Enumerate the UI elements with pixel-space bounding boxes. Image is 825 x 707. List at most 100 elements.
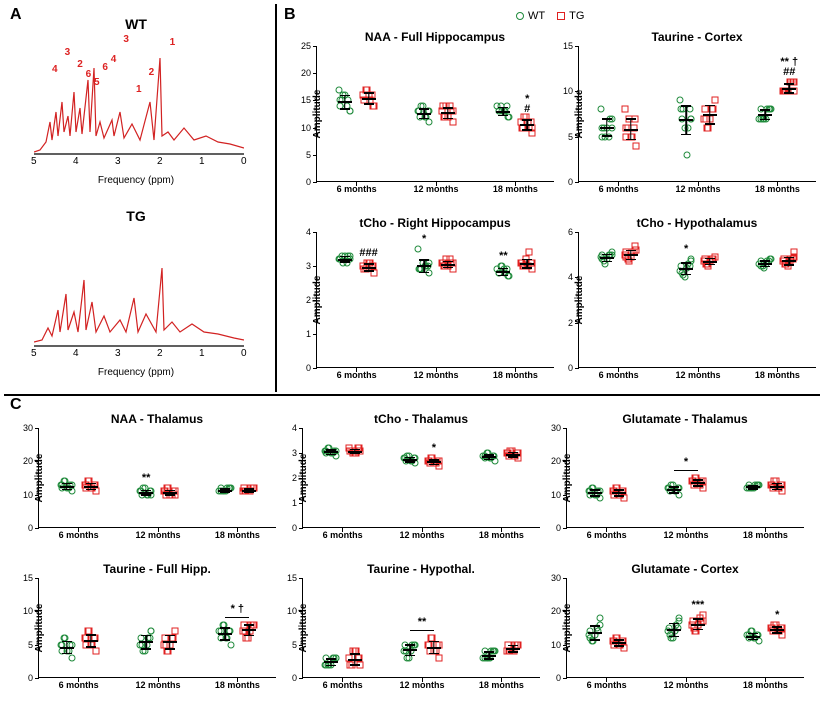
y-tick-label: 30	[23, 423, 33, 433]
chart-title: Taurine - Cortex	[578, 30, 816, 44]
spectrum-axis-label: Frequency (ppm)	[18, 367, 254, 378]
y-tick-label: 0	[568, 363, 573, 373]
significance-label: **	[418, 616, 427, 628]
y-tick-label: 0	[292, 523, 297, 533]
panel-b: WT TG NAA - Full Hippocampus Amplitude051…	[286, 8, 816, 390]
y-axis-label: Amplitude	[574, 89, 585, 138]
y-tick-label: 15	[301, 95, 311, 105]
significance-label: *	[684, 243, 688, 255]
chart: Glutamate - CortexAmplitude01020306 mont…	[566, 562, 804, 696]
peak-label: 6	[86, 69, 92, 80]
y-tick-label: 20	[23, 456, 33, 466]
wt-point	[675, 615, 682, 622]
y-tick-label: 0	[556, 523, 561, 533]
legend-wt: WT	[516, 10, 545, 22]
chart-title: Glutamate - Thalamus	[566, 412, 804, 426]
peak-label: 2	[77, 59, 83, 70]
significance-label: ***	[691, 599, 704, 611]
y-tick-label: 0	[306, 363, 311, 373]
peak-label: 4	[111, 54, 117, 65]
legend-wt-marker	[516, 12, 524, 20]
wt-point	[335, 86, 342, 93]
y-tick-label: 1	[306, 329, 311, 339]
y-tick-label: 5	[28, 640, 33, 650]
y-axis-label: Amplitude	[312, 89, 323, 138]
tg-point	[92, 648, 99, 655]
peak-label: 6	[102, 62, 108, 73]
spectrum-tg: TG 543210Frequency (ppm)	[18, 208, 254, 376]
plot-area: Amplitude0510156 months12 months18 month…	[302, 578, 540, 678]
significance-label: *	[684, 456, 688, 468]
wt-point	[678, 106, 685, 113]
peak-label: 2	[149, 67, 155, 78]
chart: tCho - ThalamusAmplitude012346 months12 …	[302, 412, 540, 546]
plot-area: Amplitude012346 months12 months18 months…	[316, 232, 554, 368]
y-tick-label: 10	[563, 86, 573, 96]
legend-tg-label: TG	[569, 10, 584, 22]
plot-area: Amplitude01020306 months12 months18 mont…	[38, 428, 276, 528]
chart: NAA - Thalamus Amplitude01020306 months12…	[38, 412, 276, 546]
tg-point	[704, 124, 711, 131]
significance-label: * †	[231, 603, 244, 615]
significance-label: ##	[783, 66, 795, 78]
y-tick-label: 0	[28, 523, 33, 533]
wt-point	[227, 641, 234, 648]
chart: Taurine - Hypothal.Amplitude0510156 mont…	[302, 562, 540, 696]
plot-area: Amplitude01020306 months12 months18 mont…	[566, 428, 804, 528]
y-tick-label: 4	[306, 227, 311, 237]
plot-area: Amplitude01020306 months12 months18 mont…	[566, 578, 804, 678]
peak-label: 1	[170, 37, 176, 48]
y-tick-label: 10	[23, 606, 33, 616]
tg-point	[621, 106, 628, 113]
y-tick-label: 3	[292, 448, 297, 458]
chart-title: tCho - Thalamus	[302, 412, 540, 426]
y-tick-label: 15	[563, 41, 573, 51]
y-tick-label: 10	[287, 606, 297, 616]
legend-wt-label: WT	[528, 10, 545, 22]
y-tick-label: 20	[551, 456, 561, 466]
y-axis-label: Amplitude	[574, 275, 585, 324]
tg-point	[632, 142, 639, 149]
y-tick-label: 0	[556, 673, 561, 683]
peak-label: 5	[94, 77, 100, 88]
y-tick-label: 25	[301, 41, 311, 51]
chart: Glutamate - Thalamus Amplitude01020306 mo…	[566, 412, 804, 546]
significance-label: **	[142, 472, 151, 484]
spectrum-wt: WT 543210Frequency (ppm)43265643121	[18, 16, 254, 184]
tg-point	[632, 242, 639, 249]
wt-point	[69, 655, 76, 662]
y-tick-label: 0	[28, 673, 33, 683]
panel-a: WT 543210Frequency (ppm)43265643121 TG 5…	[8, 8, 268, 390]
y-tick-label: 15	[23, 573, 33, 583]
y-tick-label: 20	[551, 606, 561, 616]
y-tick-label: 30	[551, 573, 561, 583]
chart: tCho - Right HippocampusAmplitude012346 …	[316, 216, 554, 386]
spectrum-axis-label: Frequency (ppm)	[18, 175, 254, 186]
y-tick-label: 5	[292, 640, 297, 650]
legend-tg-marker	[557, 12, 565, 20]
wt-point	[686, 106, 693, 113]
significance-label: *	[775, 609, 779, 621]
legend-tg: TG	[557, 10, 584, 22]
plot-area: Amplitude0510156 months12 months18 month…	[38, 578, 276, 678]
chart-title: NAA - Full Hippocampus	[316, 30, 554, 44]
y-tick-label: 3	[306, 261, 311, 271]
y-tick-label: 4	[292, 423, 297, 433]
y-tick-label: 4	[568, 272, 573, 282]
chart: Taurine - Cortex Amplitude0510156 months1…	[578, 30, 816, 200]
chart-title: tCho - Hypothalamus	[578, 216, 816, 230]
plot-area: Amplitude0510156 months12 months18 month…	[578, 46, 816, 182]
wt-point	[596, 615, 603, 622]
y-tick-label: 0	[306, 177, 311, 187]
chart: tCho - HypothalamusAmplitude02466 months…	[578, 216, 816, 386]
y-tick-label: 20	[301, 68, 311, 78]
tg-point	[711, 97, 718, 104]
significance-label: *	[432, 442, 436, 454]
divider-bc	[4, 394, 820, 396]
y-tick-label: 1	[292, 498, 297, 508]
y-tick-label: 2	[292, 473, 297, 483]
tg-point	[702, 106, 709, 113]
y-tick-label: 0	[568, 177, 573, 187]
significance-label: ###	[359, 247, 377, 259]
chart-title: NAA - Thalamus	[38, 412, 276, 426]
